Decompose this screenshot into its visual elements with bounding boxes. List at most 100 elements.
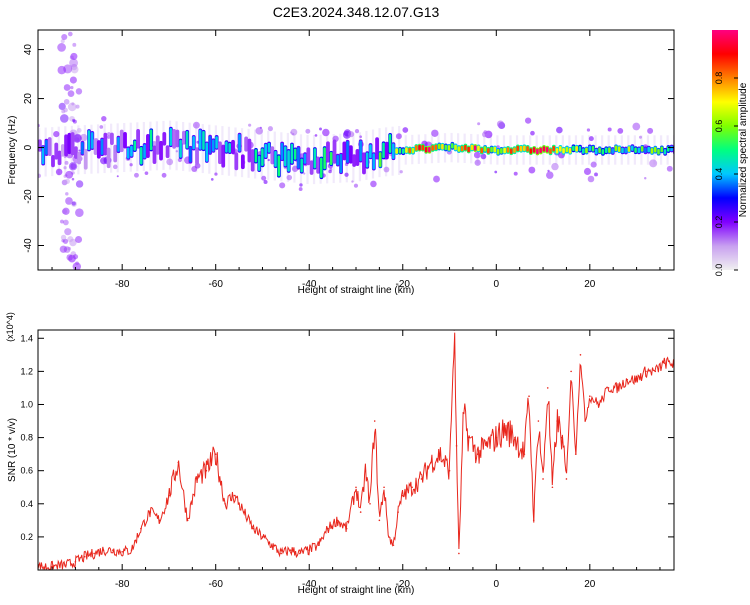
spectrogram-ridge-core bbox=[284, 146, 287, 167]
spectrogram-ridge-outer bbox=[332, 139, 337, 164]
snr-data-point bbox=[584, 420, 586, 422]
snr-data-point bbox=[546, 387, 549, 389]
spectrogram-halo-cell bbox=[77, 125, 80, 175]
spectrogram-ridge-outer bbox=[152, 145, 157, 164]
spectrogram-column-blob bbox=[63, 84, 71, 91]
snr-data-point bbox=[233, 494, 236, 497]
snr-data-point bbox=[401, 494, 404, 497]
snr-data-point bbox=[486, 445, 488, 447]
spectrogram-speckle bbox=[299, 183, 303, 187]
spectrogram-ridge-outer bbox=[182, 130, 186, 145]
spectrogram-column-blob bbox=[65, 197, 73, 205]
snr-data-point bbox=[476, 453, 479, 455]
spectrogram-ridge-outer bbox=[54, 142, 59, 160]
spectrogram-ridge-core bbox=[588, 145, 592, 152]
spectrogram-ridge-core bbox=[277, 155, 281, 177]
spectrogram-ridge-core bbox=[90, 132, 94, 149]
spectrogram-ridge-core bbox=[133, 140, 137, 151]
spectrogram-ridge-core bbox=[477, 145, 480, 152]
spectrogram-ridge-core bbox=[539, 147, 542, 154]
spectrogram-ridge-core bbox=[496, 149, 500, 155]
spectrogram-speckle bbox=[473, 151, 481, 159]
spectrogram-y-tick-label: -20 bbox=[23, 189, 34, 204]
snr-data-point bbox=[607, 387, 610, 389]
spectrogram-ridge-core bbox=[532, 147, 536, 153]
spectrogram-ridge-core bbox=[369, 144, 372, 159]
spectrogram-column-blob bbox=[75, 208, 84, 217]
spectrogram-column-blob bbox=[58, 102, 66, 111]
spectrogram-ridge-core bbox=[388, 134, 392, 153]
spectrogram-ridge-core bbox=[41, 146, 45, 165]
spectrogram-speckle bbox=[524, 117, 532, 124]
spectrogram-ridge-core bbox=[637, 147, 641, 154]
snr-data-point bbox=[420, 478, 423, 480]
spectrogram-ridge-core bbox=[320, 157, 323, 178]
snr-data-point bbox=[654, 370, 657, 373]
spectrogram-y-tick-label: 40 bbox=[23, 44, 34, 56]
spectrogram-speckle bbox=[38, 173, 42, 179]
spectrogram-ridge-core bbox=[126, 147, 130, 159]
spectrogram-ridge-core bbox=[457, 146, 461, 152]
spectrogram-ridge-outer bbox=[247, 138, 252, 163]
spectrogram-ridge-core bbox=[467, 146, 470, 153]
spectrogram-column-blob bbox=[63, 174, 67, 178]
snr-data-point bbox=[177, 461, 180, 464]
spectrogram-ridge-core bbox=[640, 146, 644, 152]
spectrogram-ridge-core bbox=[503, 147, 506, 154]
spectrogram-ridge-core bbox=[617, 146, 621, 152]
spectrogram-ridge-core bbox=[198, 129, 202, 150]
spectrogram-ridge-outer bbox=[83, 148, 88, 170]
spectrogram-speckle bbox=[587, 175, 595, 183]
spectrogram-speckle bbox=[607, 127, 612, 132]
snr-data-point bbox=[121, 550, 123, 553]
spectrogram-ridge-core bbox=[372, 153, 375, 170]
colorbar-tick-label: 0.0 bbox=[714, 264, 724, 277]
spectrogram-speckle bbox=[474, 159, 481, 166]
snr-data-point bbox=[308, 549, 311, 551]
spectrogram-ridge-outer bbox=[384, 141, 389, 160]
snr-y-tick-label: 1.0 bbox=[20, 399, 33, 409]
snr-data-point bbox=[83, 555, 86, 558]
spectrogram-speckle bbox=[319, 127, 322, 131]
colorbar-tick-label: 0.8 bbox=[714, 72, 724, 85]
spectrogram-speckle bbox=[647, 127, 654, 134]
spectrogram-speckle bbox=[322, 128, 330, 137]
colorbar-tick-label: 0.4 bbox=[714, 168, 724, 181]
spectrogram-ridge-core bbox=[339, 154, 343, 173]
snr-data-point bbox=[186, 519, 189, 522]
spectrogram-speckle bbox=[547, 169, 550, 173]
spectrogram-ridge-core bbox=[572, 145, 575, 152]
spectrogram-column-blob bbox=[60, 234, 67, 241]
spectrogram-ridge-core bbox=[359, 140, 362, 162]
snr-y-axis: 0.2 0.4 0.6 0.8 1.0 1.2 1.4 bbox=[20, 333, 674, 542]
snr-data-point bbox=[289, 549, 292, 551]
spectrogram-speckle bbox=[594, 172, 598, 177]
spectrogram-speckle bbox=[395, 133, 402, 140]
spectrogram-ridge-outer bbox=[342, 141, 347, 161]
spectrogram-speckle bbox=[298, 187, 303, 191]
spectrogram-ridge-core bbox=[238, 134, 241, 152]
spectrogram-speckle bbox=[116, 175, 119, 178]
spectrogram-speckle bbox=[305, 128, 311, 134]
spectrogram-speckle bbox=[78, 149, 81, 152]
spectrogram-ridge-core bbox=[585, 147, 588, 154]
snr-data-point bbox=[168, 494, 170, 497]
spectrogram-speckle bbox=[583, 167, 592, 175]
snr-data-point bbox=[345, 527, 348, 530]
snr-data-point bbox=[574, 453, 577, 455]
spectrogram-speckle bbox=[649, 159, 658, 168]
snr-data-point bbox=[364, 469, 367, 472]
colorbar-gradient bbox=[712, 30, 738, 270]
spectrogram-ridge-core bbox=[598, 147, 601, 153]
spectrogram-ridge-core bbox=[490, 146, 493, 153]
spectrogram-ridge-core bbox=[228, 142, 231, 153]
colorbar-ticks: 0.0 0.2 0.4 0.6 0.8 bbox=[714, 72, 738, 277]
spectrogram-speckle bbox=[370, 180, 377, 188]
spectrogram-ridge-core bbox=[378, 152, 382, 168]
spectrogram-column-blob bbox=[75, 88, 83, 95]
snr-data-point bbox=[514, 436, 516, 439]
spectrogram-column-blob bbox=[61, 208, 68, 215]
spectrogram-ridge-outer bbox=[244, 136, 249, 152]
spectrogram-ridge-core bbox=[634, 147, 637, 153]
spectrogram-ridge-core bbox=[614, 145, 618, 152]
